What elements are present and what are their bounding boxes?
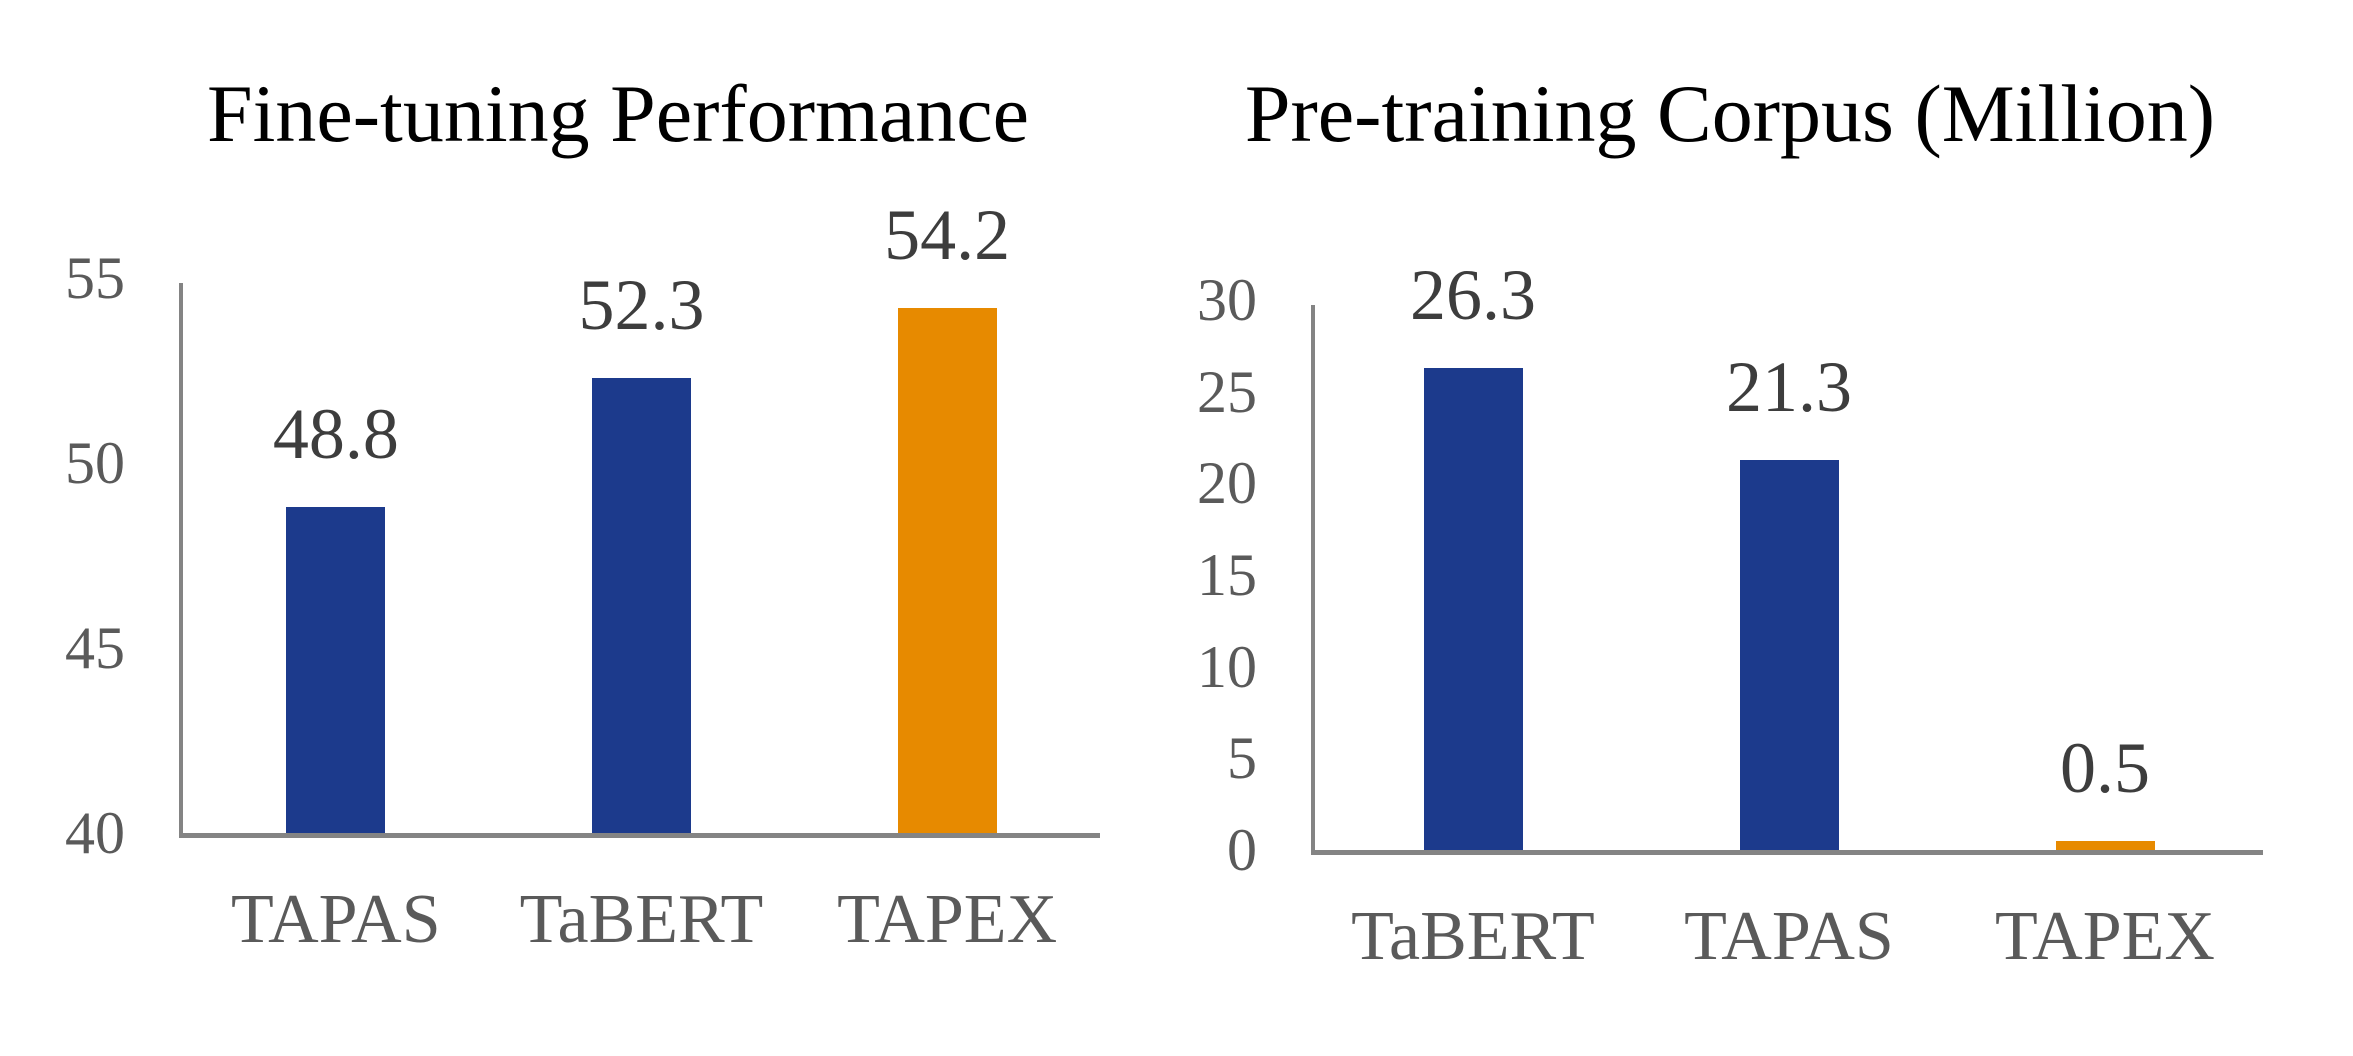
category-label: TAPAS — [1684, 898, 1894, 975]
x-axis-line — [179, 833, 1100, 838]
bar-value-label: 48.8 — [272, 394, 399, 475]
y-tick-label: 20 — [1197, 450, 1257, 517]
y-tick-label: 10 — [1197, 633, 1257, 700]
chart-pretraining-title: Pre-training Corpus (Million) — [1244, 68, 2216, 159]
y-tick-label: 15 — [1197, 542, 1257, 608]
bar-tapex — [897, 307, 997, 833]
bar-tabert — [1423, 367, 1523, 850]
y-tick-label: 30 — [1197, 267, 1257, 333]
category-label: TaBERT — [519, 881, 764, 958]
y-axis-line — [179, 283, 183, 838]
bar-tapex — [2055, 840, 2155, 850]
bar-tapas — [286, 507, 386, 833]
chart-finetuning-title: Fine-tuning Performance — [206, 68, 1030, 159]
bar-value-label: 52.3 — [578, 264, 705, 345]
y-tick-label: 40 — [65, 800, 125, 866]
y-axis-line — [1311, 305, 1315, 855]
x-axis-line — [1311, 850, 2263, 855]
y-tick-label: 25 — [1197, 358, 1257, 425]
category-label: TaBERT — [1351, 898, 1595, 975]
bar-tabert — [592, 377, 691, 833]
bar-value-label: 26.3 — [1410, 254, 1536, 335]
category-label: TAPEX — [1995, 898, 2215, 975]
bar-value-label: 0.5 — [2060, 727, 2150, 808]
category-label: TAPAS — [230, 881, 441, 958]
bar-value-label: 21.3 — [1726, 346, 1852, 427]
bar-tapas — [1739, 459, 1839, 850]
y-tick-label: 5 — [1227, 725, 1257, 792]
y-tick-label: 50 — [65, 430, 125, 496]
y-tick-label: 55 — [65, 245, 125, 311]
bar-value-label: 54.2 — [884, 194, 1011, 275]
category-label: TAPEX — [837, 881, 1058, 958]
y-tick-label: 0 — [1227, 817, 1257, 883]
y-tick-label: 45 — [65, 615, 125, 681]
